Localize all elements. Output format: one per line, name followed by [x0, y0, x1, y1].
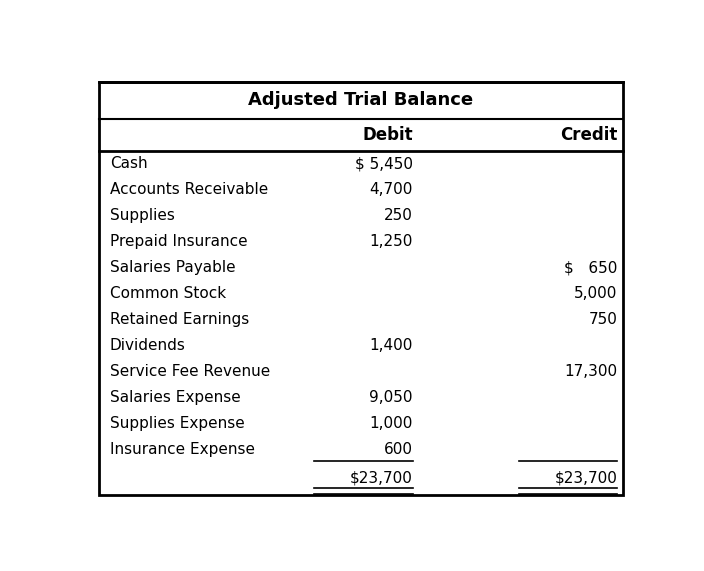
Text: 1,000: 1,000 — [370, 416, 413, 431]
Text: Prepaid Insurance: Prepaid Insurance — [110, 234, 247, 250]
Text: $23,700: $23,700 — [554, 471, 617, 485]
Text: Accounts Receivable: Accounts Receivable — [110, 182, 268, 197]
Text: Salaries Payable: Salaries Payable — [110, 260, 235, 275]
Text: $ 5,450: $ 5,450 — [355, 156, 413, 171]
Text: 600: 600 — [384, 443, 413, 457]
Text: 750: 750 — [589, 312, 617, 327]
Text: Salaries Expense: Salaries Expense — [110, 391, 241, 405]
Text: 17,300: 17,300 — [564, 364, 617, 379]
Text: Cash: Cash — [110, 156, 147, 171]
Text: Supplies: Supplies — [110, 208, 175, 223]
Text: Credit: Credit — [560, 126, 617, 144]
Text: Dividends: Dividends — [110, 339, 186, 353]
Text: Supplies Expense: Supplies Expense — [110, 416, 244, 431]
Text: 1,250: 1,250 — [370, 234, 413, 250]
Text: Insurance Expense: Insurance Expense — [110, 443, 255, 457]
Text: Adjusted Trial Balance: Adjusted Trial Balance — [249, 91, 473, 110]
Text: $   650: $ 650 — [564, 260, 617, 275]
Text: 5,000: 5,000 — [574, 286, 617, 301]
Text: 250: 250 — [384, 208, 413, 223]
Text: Service Fee Revenue: Service Fee Revenue — [110, 364, 270, 379]
Text: Debit: Debit — [362, 126, 413, 144]
Text: 1,400: 1,400 — [370, 339, 413, 353]
Text: 9,050: 9,050 — [369, 391, 413, 405]
Text: Common Stock: Common Stock — [110, 286, 226, 301]
Text: Retained Earnings: Retained Earnings — [110, 312, 249, 327]
Text: $23,700: $23,700 — [350, 471, 413, 485]
Text: 4,700: 4,700 — [370, 182, 413, 197]
